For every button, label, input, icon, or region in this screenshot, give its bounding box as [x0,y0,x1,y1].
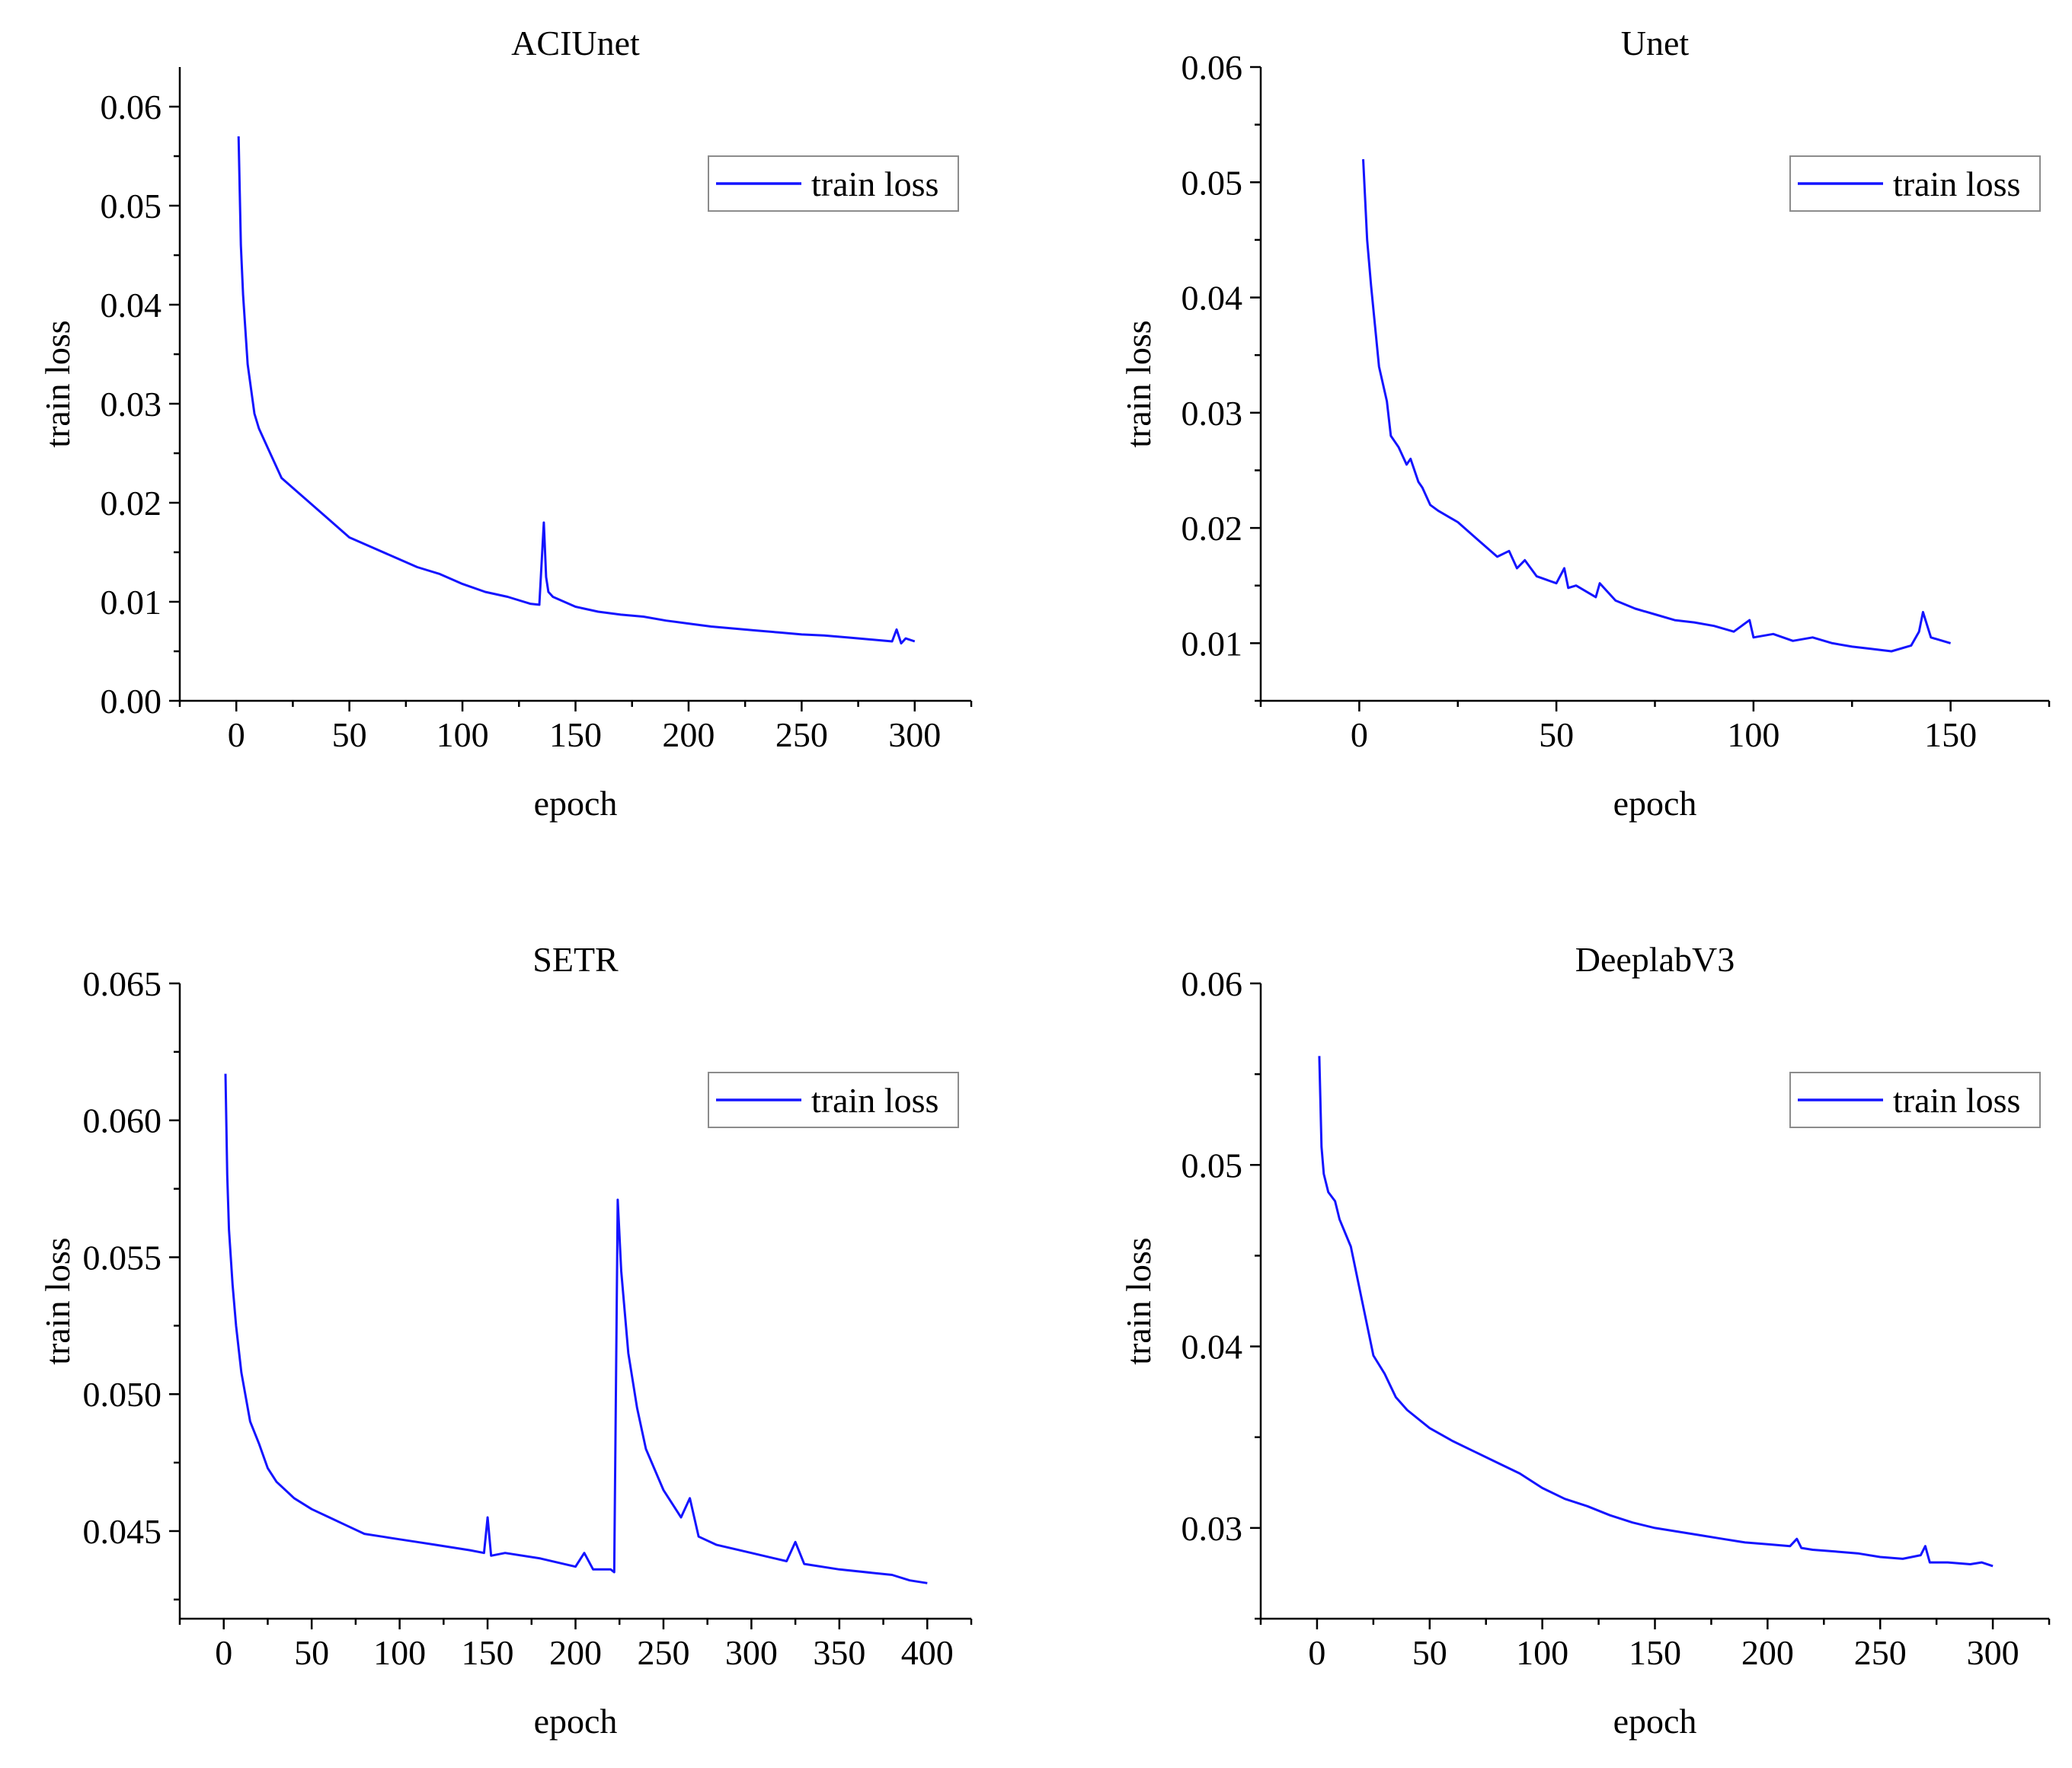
legend: train loss [1789,1072,2041,1128]
legend: train loss [708,155,959,212]
y-tick-label: 0.04 [101,286,162,325]
chart-title: SETR [532,940,619,979]
x-tick-label: 250 [637,1633,689,1672]
x-axis-title: epoch [534,784,618,823]
y-axis-title: train loss [38,1237,77,1364]
series-line [1362,158,1952,653]
x-tick-label: 300 [1967,1633,2019,1672]
x-tick-label: 100 [1516,1633,1568,1672]
legend-label: train loss [1893,1081,2020,1120]
y-tick-label: 0.04 [1181,279,1243,318]
legend-label: train loss [811,165,938,203]
x-tick-label: 0 [1351,715,1368,754]
x-tick-label: 50 [1539,715,1574,754]
x-tick-label: 150 [1629,1633,1681,1672]
x-tick-label: 200 [1741,1633,1794,1672]
x-tick-label: 0 [215,1633,232,1672]
x-axis-title: epoch [534,1702,618,1741]
y-tick-label: 0.06 [101,88,162,126]
chart-panel-0: ACIUnet 0 50 100 150 200 250 300 0.00 0.01 0.02 0.0… [38,24,973,823]
y-tick-label: 0.00 [101,682,162,721]
chart-title: Unet [1621,24,1690,62]
y-axis-title: train loss [1119,1237,1158,1364]
y-tick-label: 0.02 [101,484,162,523]
y-tick-label: 0.05 [1181,1146,1243,1185]
y-tick-label: 0.03 [1181,1509,1243,1548]
x-tick-label: 400 [901,1633,954,1672]
y-tick-label: 0.01 [1181,624,1243,663]
x-tick-label: 100 [436,715,489,754]
x-tick-label: 50 [294,1633,329,1672]
y-tick-label: 0.02 [1181,509,1243,548]
x-axis-title: epoch [1613,1702,1697,1741]
series-line [237,136,916,645]
y-tick-label: 0.03 [101,385,162,424]
y-tick-label: 0.065 [83,964,162,1003]
x-tick-label: 0 [1308,1633,1325,1672]
y-tick-label: 0.03 [1181,394,1243,433]
y-tick-label: 0.055 [83,1238,162,1277]
y-tick-label: 0.050 [83,1375,162,1414]
y-tick-label: 0.045 [83,1512,162,1551]
y-tick-label: 0.01 [101,583,162,622]
x-tick-label: 150 [549,715,602,754]
x-tick-label: 50 [1412,1633,1447,1672]
y-axis-title: train loss [1119,320,1158,447]
chart-panel-2: SETR 0 50 100 150 200 250 300 350 400 0.045 0.050 0.… [38,940,973,1741]
series-line [1318,1056,1994,1568]
x-tick-label: 200 [662,715,715,754]
chart-title: ACIUnet [511,24,640,62]
x-tick-label: 50 [332,715,367,754]
chart-panel-1: Unet 0 50 100 150 0.01 0.02 0.03 0.04 0.05 0.06 epo… [1119,24,2051,823]
x-tick-label: 200 [549,1633,602,1672]
y-tick-label: 0.06 [1181,964,1243,1003]
x-tick-label: 0 [228,715,245,754]
x-tick-label: 300 [725,1633,778,1672]
legend: train loss [708,1072,959,1128]
x-tick-label: 150 [1924,715,1977,754]
y-tick-label: 0.04 [1181,1328,1243,1367]
y-tick-label: 0.05 [1181,163,1243,202]
legend-label: train loss [811,1081,938,1120]
legend-label: train loss [1893,165,2020,203]
chart-title: DeeplabV3 [1575,940,1735,979]
x-tick-label: 150 [462,1633,514,1672]
y-tick-label: 0.060 [83,1101,162,1140]
x-tick-label: 250 [775,715,828,754]
y-tick-label: 0.05 [101,187,162,225]
x-tick-label: 100 [373,1633,426,1672]
x-tick-label: 350 [813,1633,865,1672]
x-tick-label: 100 [1727,715,1779,754]
y-axis-title: train loss [38,320,77,447]
chart-panel-3: DeeplabV3 0 50 100 150 200 250 300 0.03 0.04 0.05 0… [1119,940,2051,1741]
y-tick-label: 0.06 [1181,48,1243,87]
x-tick-label: 300 [888,715,941,754]
series-line [224,1073,928,1584]
x-tick-label: 250 [1854,1633,1907,1672]
x-axis-title: epoch [1613,784,1697,823]
legend: train loss [1789,155,2041,212]
